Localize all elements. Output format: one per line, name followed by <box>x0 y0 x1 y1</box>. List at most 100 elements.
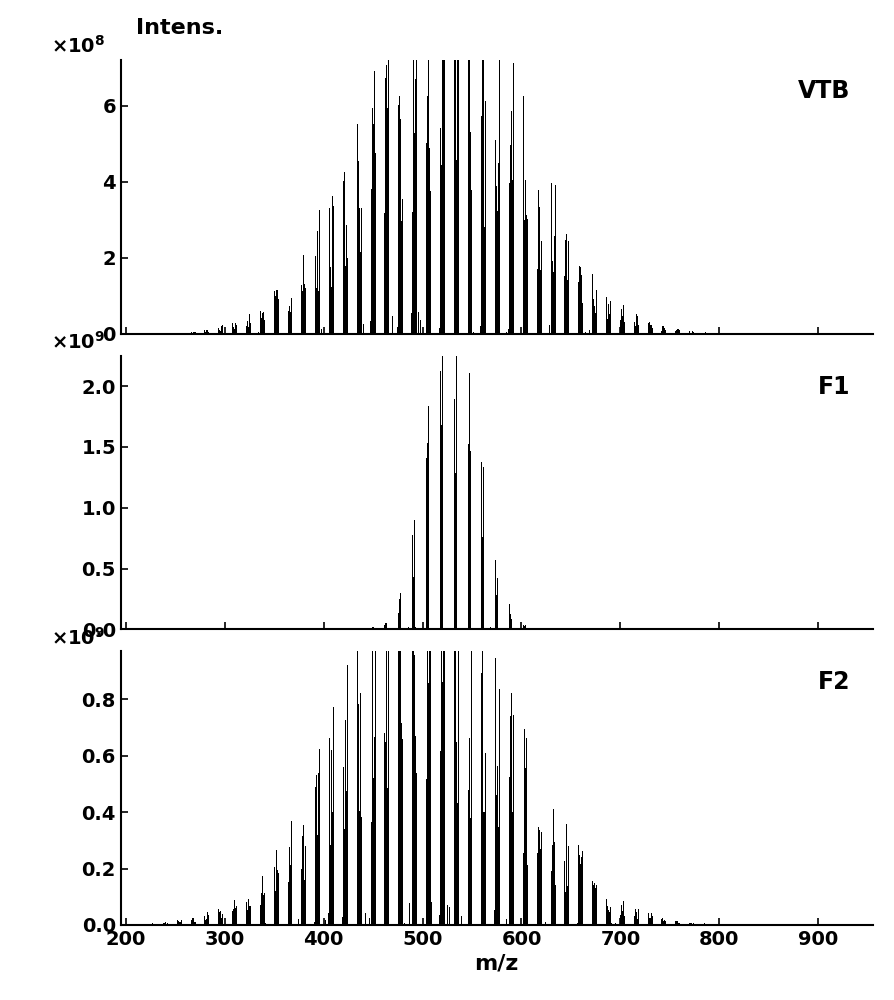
Bar <box>438 328 439 334</box>
Bar <box>663 920 664 925</box>
Bar <box>398 105 399 334</box>
Bar <box>578 266 579 334</box>
Bar <box>429 191 431 334</box>
Bar <box>540 832 541 925</box>
Bar <box>205 920 207 925</box>
Bar <box>637 909 638 925</box>
Bar <box>538 207 539 334</box>
Bar <box>554 885 555 925</box>
Bar <box>510 619 511 629</box>
Bar <box>368 918 369 925</box>
Bar <box>180 333 181 334</box>
Bar <box>260 893 261 925</box>
Bar <box>690 333 691 334</box>
Bar <box>637 325 638 334</box>
Bar <box>315 787 316 925</box>
Bar <box>305 846 306 925</box>
Bar <box>568 846 569 925</box>
Bar <box>606 319 607 334</box>
Bar <box>388 58 389 334</box>
Bar <box>523 729 525 925</box>
Bar <box>635 314 636 334</box>
Bar <box>467 790 468 925</box>
Bar <box>550 871 551 925</box>
Bar <box>635 912 636 925</box>
Bar <box>399 599 400 629</box>
Bar <box>498 163 499 334</box>
Text: $\mathbf{\times10^{9}}$: $\mathbf{\times10^{9}}$ <box>52 627 105 649</box>
Bar <box>369 321 370 334</box>
Bar <box>493 910 494 925</box>
Bar <box>373 71 375 334</box>
Bar <box>411 212 413 334</box>
Bar <box>427 0 428 334</box>
Bar <box>512 63 513 334</box>
Bar <box>467 0 468 334</box>
Bar <box>539 270 540 334</box>
Bar <box>397 327 398 334</box>
Bar <box>651 916 652 925</box>
Bar <box>648 322 649 334</box>
Bar <box>218 328 219 334</box>
Bar <box>304 880 305 925</box>
Bar <box>416 0 417 334</box>
Bar <box>454 0 455 334</box>
Bar <box>579 267 581 334</box>
Bar <box>287 854 288 925</box>
Bar <box>581 857 582 925</box>
Bar <box>415 736 416 925</box>
Bar <box>164 922 165 925</box>
Bar <box>400 119 401 334</box>
Bar <box>509 777 510 925</box>
Bar <box>526 215 527 334</box>
Bar <box>429 590 431 925</box>
Text: VTB: VTB <box>797 79 849 103</box>
Bar <box>208 332 209 334</box>
Bar <box>606 906 607 925</box>
Bar <box>248 899 249 925</box>
Bar <box>289 847 291 925</box>
Text: $\mathbf{\times10^{9}}$: $\mathbf{\times10^{9}}$ <box>52 331 105 353</box>
Bar <box>222 325 223 334</box>
Bar <box>413 46 414 334</box>
Bar <box>415 79 416 334</box>
Bar <box>166 923 168 925</box>
Bar <box>364 913 366 925</box>
Bar <box>453 0 454 334</box>
Bar <box>291 821 292 925</box>
Bar <box>661 331 662 334</box>
Bar <box>357 124 358 334</box>
Bar <box>248 327 249 334</box>
Bar <box>471 624 472 629</box>
Bar <box>384 733 385 925</box>
Bar <box>360 817 361 925</box>
Bar <box>302 836 303 925</box>
Bar <box>471 778 472 925</box>
Bar <box>259 905 260 925</box>
Bar <box>343 172 344 334</box>
Bar <box>439 751 441 925</box>
Bar <box>347 258 348 334</box>
Bar <box>588 330 589 334</box>
Bar <box>191 918 192 925</box>
Bar <box>622 901 623 925</box>
Bar <box>538 830 539 925</box>
Bar <box>692 332 694 334</box>
Bar <box>263 312 264 334</box>
Bar <box>400 631 401 925</box>
Bar <box>439 128 441 334</box>
Bar <box>633 322 634 334</box>
Bar <box>568 241 569 334</box>
Bar <box>536 853 537 925</box>
Bar <box>664 921 666 925</box>
Bar <box>506 332 507 334</box>
Bar <box>441 425 442 629</box>
Bar <box>494 140 495 334</box>
Bar <box>605 899 606 925</box>
Bar <box>692 923 694 925</box>
Bar <box>443 597 444 925</box>
Bar <box>552 272 553 334</box>
Bar <box>688 331 689 334</box>
Bar <box>566 824 567 925</box>
Bar <box>468 0 469 334</box>
